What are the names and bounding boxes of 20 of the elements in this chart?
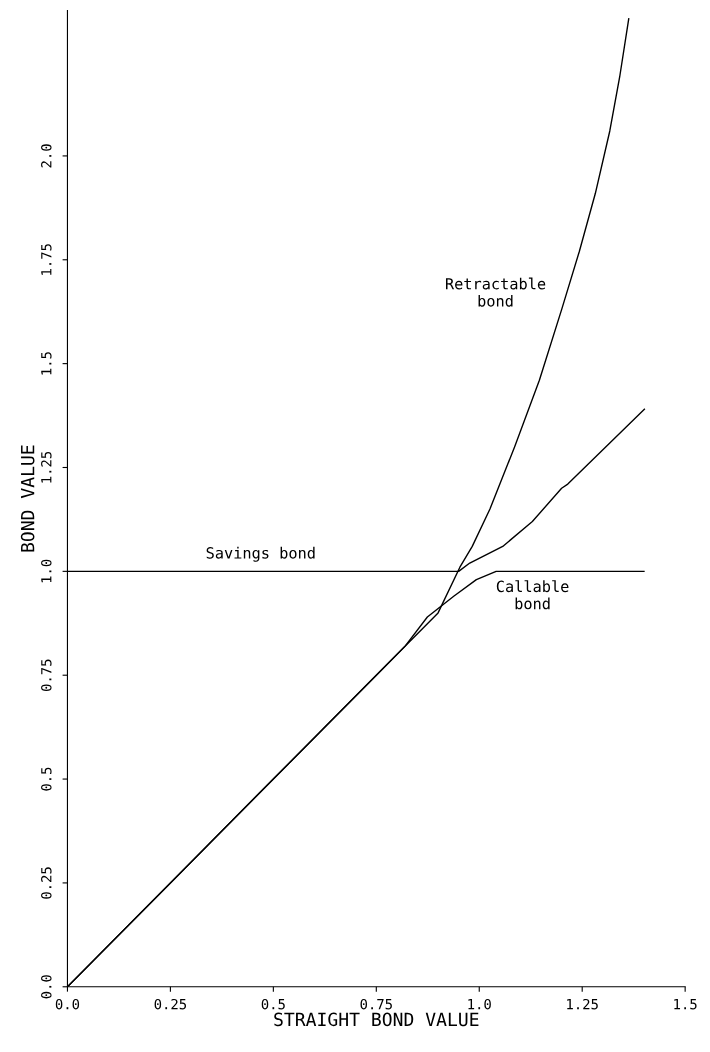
y-tick-label: 1.25 — [41, 451, 52, 483]
y-tick-label: 1.5 — [41, 352, 52, 375]
y-tick-label: 0.5 — [41, 767, 52, 791]
x-tick-label: 1.5 — [674, 999, 697, 1010]
x-tick-label: 0.75 — [360, 998, 392, 1010]
x-tick-label: 0.0 — [55, 998, 80, 1010]
y-tick-label: 0.75 — [41, 659, 52, 692]
y-tick-label: 0.25 — [41, 867, 52, 899]
x-axis-title: STRAIGHT BOND VALUE — [274, 1012, 479, 1027]
x-tick-label: 1.25 — [567, 998, 598, 1010]
y-axis-title: BOND VALUE — [20, 445, 35, 552]
y-tick-label: 1.0 — [41, 559, 52, 583]
x-tick-label: 0.25 — [154, 998, 187, 1010]
annotation: Retractable bond — [446, 277, 546, 307]
x-tick-label: 1.0 — [468, 998, 491, 1010]
y-tick-label: 1.75 — [41, 244, 52, 275]
y-tick-label: 2.0 — [41, 144, 52, 168]
annotation: Savings bond — [206, 546, 315, 562]
annotation: Callable bond — [496, 580, 569, 610]
x-tick-label: 0.5 — [261, 998, 285, 1010]
